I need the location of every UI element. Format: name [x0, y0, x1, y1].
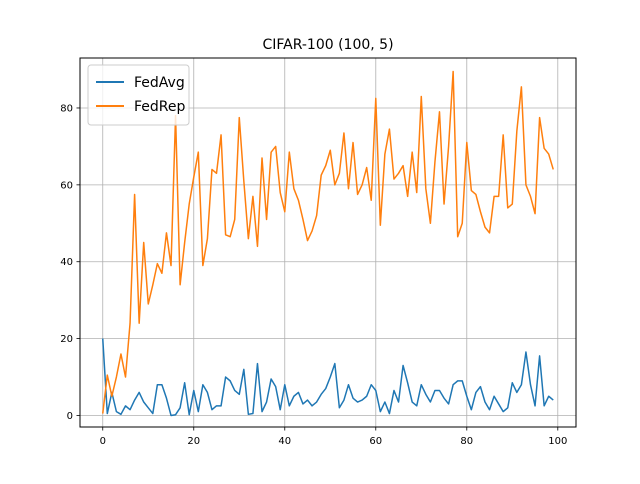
y-tick-label: 80	[60, 103, 73, 114]
series-group	[102, 70, 554, 417]
y-tick-label: 40	[60, 257, 73, 268]
x-tick-label: 20	[187, 436, 200, 447]
y-axis: 0 20 40 60 80	[60, 103, 80, 422]
y-tick-label: 0	[67, 411, 73, 422]
y-tick-label: 20	[60, 334, 73, 345]
x-tick-label: 0	[100, 436, 106, 447]
series-line-fedavg	[102, 338, 554, 417]
y-tick-label: 60	[60, 180, 73, 191]
chart-title: CIFAR-100 (100, 5)	[262, 37, 393, 53]
legend: FedAvg FedRep	[87, 64, 190, 126]
legend-box	[87, 64, 190, 126]
x-axis: 0 20 40 60 80 100	[100, 427, 567, 447]
x-tick-label: 80	[460, 436, 473, 447]
legend-label-fedavg: FedAvg	[134, 75, 185, 91]
legend-label-fedrep: FedRep	[134, 99, 185, 115]
x-tick-label: 60	[369, 436, 382, 447]
x-tick-label: 40	[278, 436, 291, 447]
series-line-fedrep	[102, 70, 554, 414]
plot-frame	[79, 57, 577, 428]
x-tick-label: 100	[548, 436, 567, 447]
